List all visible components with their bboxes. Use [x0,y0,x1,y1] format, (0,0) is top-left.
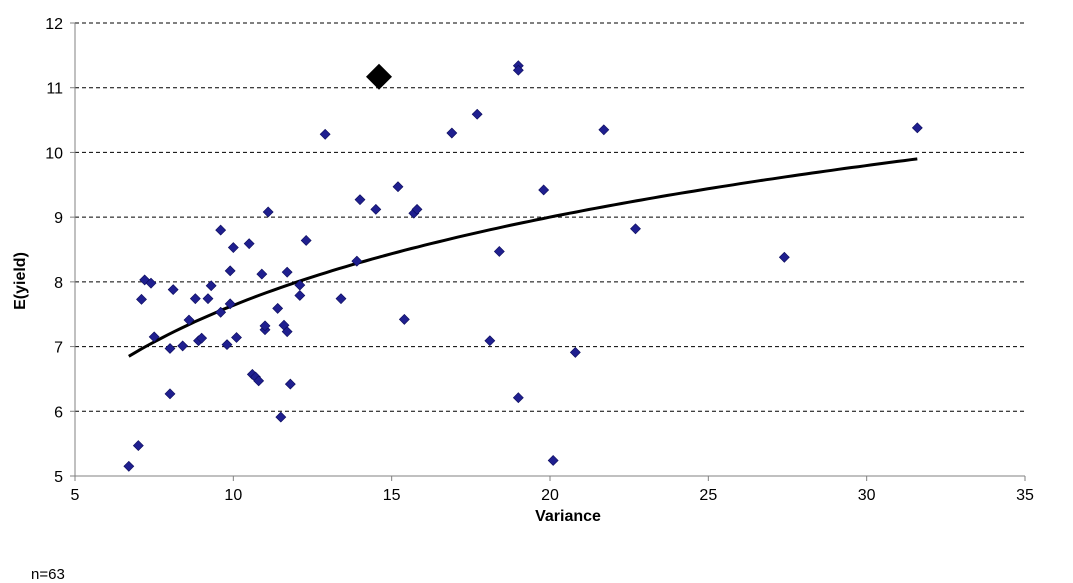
highlighted-point [366,63,392,90]
data-point [205,280,217,292]
data-point [398,313,410,325]
data-point [630,223,641,235]
data-point [221,339,233,351]
data-point [319,128,331,140]
data-point [224,298,236,310]
x-tick-label: 25 [699,487,717,504]
data-point [215,224,227,236]
trendline-layer [128,157,918,358]
data-point [132,440,144,452]
data-point [370,203,382,215]
data-point [202,293,214,305]
data-point [136,293,147,305]
data-point [259,320,271,332]
grid-lines [75,22,1025,412]
data-point [493,246,505,257]
x-tick-label: 30 [858,487,876,504]
data-point [196,332,208,344]
y-tick-label: 11 [46,81,63,98]
y-tick-label: 10 [45,145,63,162]
data-point [272,302,284,314]
y-tick-label: 8 [54,275,63,292]
data-point [164,343,176,354]
tick-labels: 5 6 7 8 9 10 11 12 5 10 15 20 25 30 35 [45,16,1034,504]
data-point [284,378,296,390]
x-tick-label: 5 [71,487,80,504]
y-tick-label: 5 [54,469,63,486]
data-point [243,238,255,250]
y-tick-label: 12 [45,16,63,33]
x-tick-label: 35 [1016,487,1034,504]
sample-size-note: n=63 [31,566,65,583]
data-point [354,194,366,206]
data-point [392,181,404,193]
scatter-points [123,60,923,472]
data-point [177,340,189,352]
data-point [281,266,293,278]
data-point [262,206,274,218]
x-tick-label: 20 [541,487,559,504]
highlight-layer [366,63,392,90]
data-point [446,127,458,139]
trendline [128,157,918,358]
axes [70,22,1026,481]
data-point [189,293,201,305]
data-point [183,314,195,326]
data-point [231,332,242,343]
data-point [281,326,293,338]
data-point [275,411,287,423]
data-point [253,375,265,387]
data-point [335,293,347,305]
data-point [145,277,157,289]
data-point [512,392,524,404]
data-point [471,108,483,120]
data-point [256,268,268,280]
x-tick-label: 10 [224,487,242,504]
data-point [215,306,227,318]
data-point [538,184,550,196]
data-point [411,203,423,215]
data-point [569,346,581,358]
data-point [123,460,135,472]
data-point [164,388,176,400]
data-point [598,124,610,136]
data-point [294,279,306,291]
x-axis-title: Variance [535,508,601,525]
data-point [148,331,160,343]
data-point [484,335,496,347]
data-point [547,455,559,466]
data-point [227,242,239,253]
data-point [294,290,306,301]
y-tick-label: 7 [54,340,63,357]
y-axis-title: E(yield) [12,252,29,310]
x-tick-label: 15 [383,487,401,504]
data-point [512,64,524,76]
y-tick-label: 6 [54,404,63,421]
data-point [778,251,790,263]
data-point [351,255,363,267]
data-point [224,265,236,277]
data-point [911,122,923,134]
data-point [300,235,312,246]
data-point [167,284,179,296]
y-tick-label: 9 [54,210,63,227]
